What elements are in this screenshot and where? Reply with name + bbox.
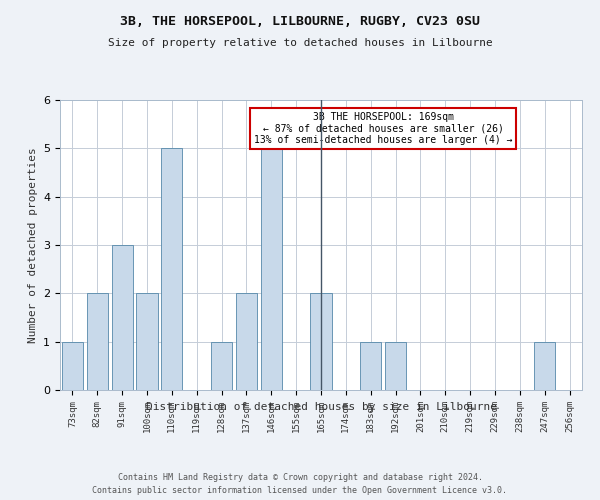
Bar xyxy=(310,294,332,390)
Bar xyxy=(385,342,406,390)
Text: Size of property relative to detached houses in Lilbourne: Size of property relative to detached ho… xyxy=(107,38,493,48)
Bar xyxy=(112,245,133,390)
Y-axis label: Number of detached properties: Number of detached properties xyxy=(28,147,38,343)
Bar xyxy=(161,148,182,390)
Text: 3B, THE HORSEPOOL, LILBOURNE, RUGBY, CV23 0SU: 3B, THE HORSEPOOL, LILBOURNE, RUGBY, CV2… xyxy=(120,15,480,28)
Text: 3B THE HORSEPOOL: 169sqm
← 87% of detached houses are smaller (26)
13% of semi-d: 3B THE HORSEPOOL: 169sqm ← 87% of detach… xyxy=(254,112,512,146)
Bar xyxy=(87,294,108,390)
Text: Distribution of detached houses by size in Lilbourne: Distribution of detached houses by size … xyxy=(146,402,497,412)
Bar xyxy=(236,294,257,390)
Bar xyxy=(211,342,232,390)
Text: Contains HM Land Registry data © Crown copyright and database right 2024.: Contains HM Land Registry data © Crown c… xyxy=(118,472,482,482)
Bar xyxy=(62,342,83,390)
Text: Contains public sector information licensed under the Open Government Licence v3: Contains public sector information licen… xyxy=(92,486,508,495)
Bar xyxy=(360,342,381,390)
Bar xyxy=(261,148,282,390)
Bar xyxy=(136,294,158,390)
Bar xyxy=(534,342,555,390)
